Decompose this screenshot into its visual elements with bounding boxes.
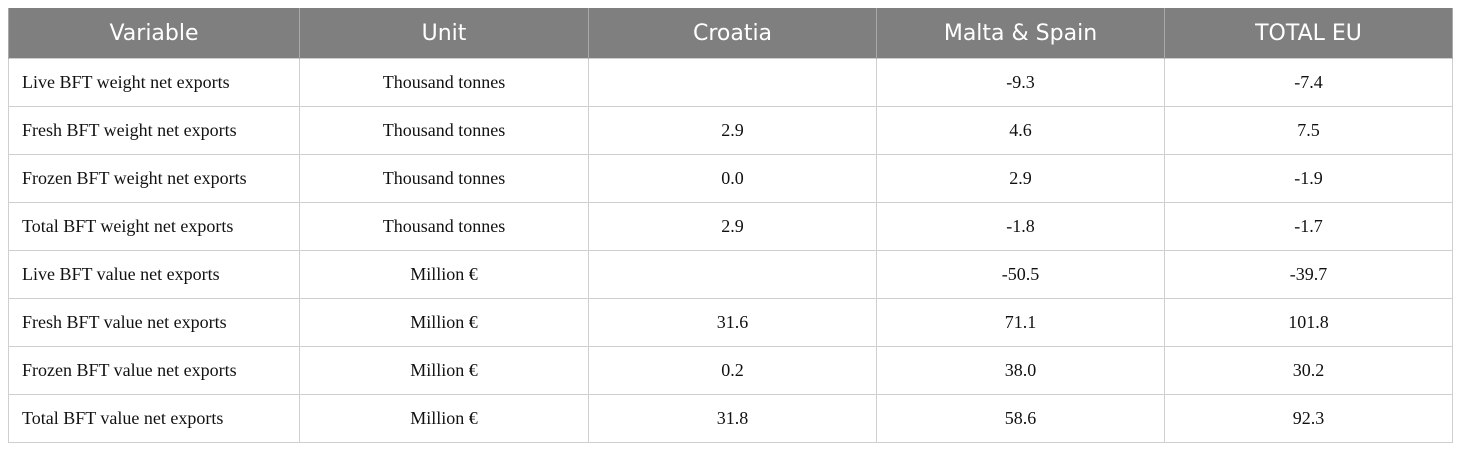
table-row: Fresh BFT value net exports Million €31.6… (8, 298, 1453, 347)
table-cell: Million € (299, 346, 589, 395)
table-cell: 38.0 (876, 346, 1165, 395)
data-table: Variable Unit Croatia Malta & Spain TOTAL EU… (8, 8, 1453, 443)
table-cell: 30.2 (1164, 346, 1453, 395)
table-cell: 31.8 (588, 394, 877, 443)
table-row: Fresh BFT weight net exports Thousand ton… (8, 106, 1453, 155)
table-cell: 0.0 (588, 154, 877, 203)
table-cell: Million € (299, 394, 589, 443)
table-cell: 58.6 (876, 394, 1165, 443)
table-cell: 2.9 (876, 154, 1165, 203)
header-row: Variable Unit Croatia Malta & Spain TOTAL EU (8, 8, 1453, 59)
table-cell (588, 250, 877, 299)
table-cell: -39.7 (1164, 250, 1453, 299)
header-cell: Croatia (588, 8, 877, 59)
table-cell: Frozen BFT value net exports (8, 346, 300, 395)
table-cell (588, 58, 877, 107)
table-row: Frozen BFT value net exports Million €0.2… (8, 346, 1453, 395)
table-cell: Fresh BFT value net exports (8, 298, 300, 347)
table-body: Live BFT weight net exports Thousand tonn… (8, 58, 1453, 443)
header-cell: Variable (8, 8, 300, 59)
table-cell: Total BFT weight net exports (8, 202, 300, 251)
table-cell: Thousand tonnes (299, 106, 589, 155)
header-cell: Malta & Spain (876, 8, 1165, 59)
table-cell: Live BFT weight net exports (8, 58, 300, 107)
table-cell: Thousand tonnes (299, 202, 589, 251)
table-cell: Frozen BFT weight net exports (8, 154, 300, 203)
table-cell: Fresh BFT weight net exports (8, 106, 300, 155)
table-cell: Thousand tonnes (299, 154, 589, 203)
table-cell: Live BFT value net exports (8, 250, 300, 299)
table-cell: Thousand tonnes (299, 58, 589, 107)
table-cell: Million € (299, 250, 589, 299)
table-row: Total BFT weight net exports Thousand ton… (8, 202, 1453, 251)
table-cell: 7.5 (1164, 106, 1453, 155)
table-cell: -1.9 (1164, 154, 1453, 203)
table-cell: 71.1 (876, 298, 1165, 347)
table-cell: 2.9 (588, 106, 877, 155)
table-cell: -1.7 (1164, 202, 1453, 251)
table-cell: Million € (299, 298, 589, 347)
table-cell: 0.2 (588, 346, 877, 395)
table-cell: -50.5 (876, 250, 1165, 299)
table-row: Frozen BFT weight net exports Thousand to… (8, 154, 1453, 203)
table-cell: 4.6 (876, 106, 1165, 155)
table-cell: 2.9 (588, 202, 877, 251)
table-cell: Total BFT value net exports (8, 394, 300, 443)
table-cell: -7.4 (1164, 58, 1453, 107)
table-row: Live BFT value net exports Million € -50.5… (8, 250, 1453, 299)
table-row: Total BFT value net exports Million €31.8… (8, 394, 1453, 443)
table-row: Live BFT weight net exports Thousand tonn… (8, 58, 1453, 107)
table-cell: -1.8 (876, 202, 1165, 251)
table-cell: 31.6 (588, 298, 877, 347)
table-cell: 92.3 (1164, 394, 1453, 443)
table-cell: -9.3 (876, 58, 1165, 107)
header-cell: Unit (299, 8, 589, 59)
header-cell: TOTAL EU (1164, 8, 1453, 59)
table-cell: 101.8 (1164, 298, 1453, 347)
